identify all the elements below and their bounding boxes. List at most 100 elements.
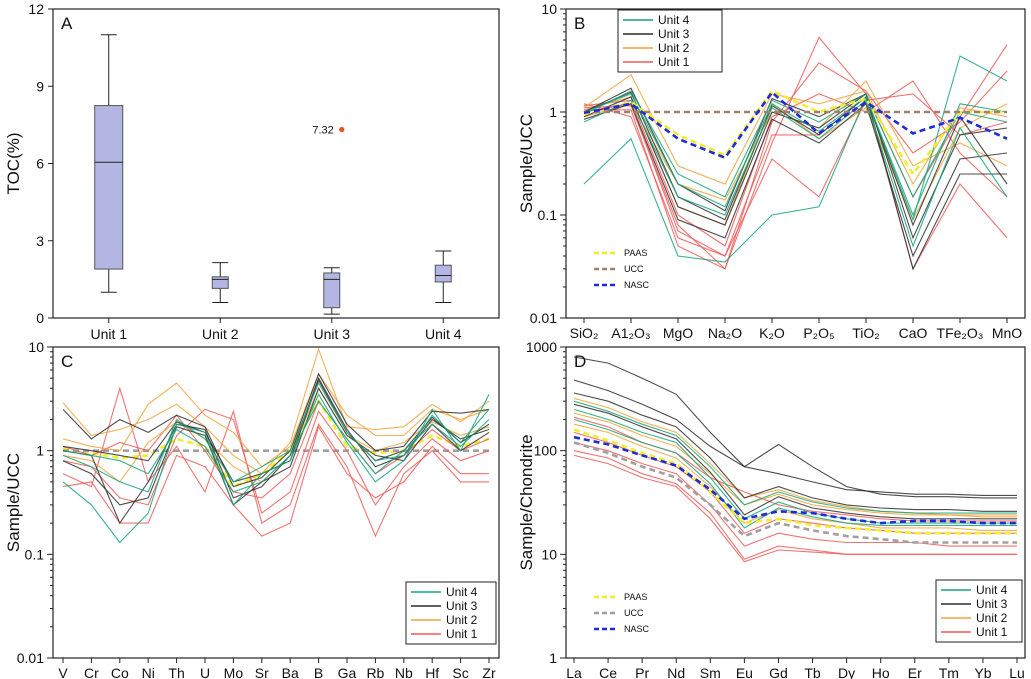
x-tick-label: P₂O₅ xyxy=(803,325,834,341)
x-tick-label: Unit 3 xyxy=(313,326,350,342)
x-tick-label: Lu xyxy=(1009,665,1025,679)
series-line-unit-3 xyxy=(573,356,1017,496)
panel-b-letter: B xyxy=(574,14,585,33)
x-tick-label: MnO xyxy=(992,325,1022,341)
panel-c-ylabel: Sample/UCC xyxy=(4,453,23,552)
legend-label: Unit 3 xyxy=(658,27,690,41)
panel-c-frame xyxy=(52,346,500,659)
legend-label: Unit 2 xyxy=(446,613,478,627)
y-tick-label: 9 xyxy=(36,78,44,94)
x-tick-label: TFe₂O₃ xyxy=(937,325,984,341)
box-iqr xyxy=(434,264,452,283)
series-line-unit-1 xyxy=(573,454,1017,563)
x-tick-label: Unit 2 xyxy=(202,326,239,342)
ref-legend-label: NASC xyxy=(624,624,650,634)
plot-area-b xyxy=(583,36,1008,271)
box-iqr xyxy=(211,276,229,289)
legend-label: Unit 4 xyxy=(976,583,1008,597)
y-tick-label: 3 xyxy=(36,233,44,249)
series-line-unit-2 xyxy=(62,387,490,483)
panel-d-frame xyxy=(565,346,1026,659)
series-line-unit-2 xyxy=(573,397,1017,516)
panel-b-ylabel: Sample/UCC xyxy=(517,114,536,213)
y-tick-label: 1 xyxy=(549,650,557,666)
ref-legend-label: UCC xyxy=(624,608,644,618)
x-tick-label: Ga xyxy=(338,665,357,679)
x-tick-label: Eu xyxy=(736,665,753,679)
x-tick-label: Mo xyxy=(224,665,244,679)
series-line-unit-3 xyxy=(62,372,490,488)
x-tick-label: Co xyxy=(111,665,129,679)
y-tick-label: 0.1 xyxy=(538,207,558,223)
outlier-label: 7.32 xyxy=(312,125,333,137)
reference-line-nasc xyxy=(573,435,1017,525)
y-tick-label: 10 xyxy=(28,339,44,355)
legend-label: Unit 3 xyxy=(976,597,1008,611)
x-tick-label: Na₂O xyxy=(708,325,742,341)
y-tick-label: 0.01 xyxy=(530,310,557,326)
legend-label: Unit 4 xyxy=(446,585,478,599)
series-line-unit-3 xyxy=(573,403,1017,520)
series-line-unit-4 xyxy=(583,93,1008,217)
series-line-unit-1 xyxy=(62,386,489,538)
panel-d-letter: D xyxy=(574,352,586,371)
x-tick-label: CaO xyxy=(899,325,928,341)
legend-label: Unit 1 xyxy=(446,627,478,641)
plot-area-d xyxy=(573,356,1017,563)
series-line-unit-4 xyxy=(573,400,1017,514)
x-tick-label: SiO₂ xyxy=(570,325,599,341)
reference-line-paas xyxy=(573,428,1017,535)
panel-a-ylabel: TOC(%) xyxy=(4,132,23,194)
y-tick-label: 1 xyxy=(36,443,44,459)
x-tick-label: Ho xyxy=(872,665,890,679)
series-line-unit-3 xyxy=(573,392,1017,512)
x-tick-label: Nd xyxy=(667,665,685,679)
y-tick-label: 1 xyxy=(549,104,557,120)
x-tick-label: Nb xyxy=(395,665,413,679)
series-line-unit-2 xyxy=(62,372,490,468)
y-tick-label: 10 xyxy=(541,546,557,562)
x-tick-label: Sc xyxy=(452,665,468,679)
x-tick-label: Tm xyxy=(939,665,959,679)
ref-legend-label: UCC xyxy=(624,264,644,274)
x-tick-label: Er xyxy=(908,665,922,679)
x-tick-label: U xyxy=(200,665,210,679)
series-line-unit-4 xyxy=(583,99,1008,248)
ref-legend-label: PAAS xyxy=(624,248,647,258)
x-tick-label: Zr xyxy=(482,665,496,679)
panel-c-letter: C xyxy=(61,352,73,371)
x-tick-label: B xyxy=(314,665,323,679)
y-tick-label: 10 xyxy=(541,1,557,17)
box-iqr xyxy=(94,105,124,270)
series-line-unit-3 xyxy=(583,102,1008,258)
series-line-unit-4 xyxy=(573,408,1017,524)
reference-line-paas xyxy=(62,398,490,489)
x-tick-label: Unit 4 xyxy=(425,326,462,342)
x-tick-label: MgO xyxy=(663,325,693,341)
series-line-unit-1 xyxy=(584,62,1008,270)
x-tick-label: Yb xyxy=(974,665,991,679)
y-tick-label: 12 xyxy=(28,1,44,17)
x-tick-label: Gd xyxy=(769,665,788,679)
series-line-unit-1 xyxy=(583,95,1008,271)
x-tick-label: Dy xyxy=(838,665,855,679)
x-tick-label: Ni xyxy=(142,665,155,679)
series-line-unit-2 xyxy=(583,96,1008,226)
panel-b-frame xyxy=(565,8,1026,319)
series-line-unit-4 xyxy=(62,381,490,493)
series-line-unit-1 xyxy=(583,93,1008,257)
x-tick-label: La xyxy=(566,665,582,679)
reference-line-paas xyxy=(583,89,1007,177)
x-tick-label: Sm xyxy=(700,665,721,679)
box-iqr xyxy=(323,272,341,309)
x-tick-label: Unit 1 xyxy=(90,326,127,342)
legend-label: Unit 4 xyxy=(658,13,690,27)
x-tick-label: V xyxy=(58,665,68,679)
y-tick-label: 0.1 xyxy=(25,546,45,562)
x-tick-label: Tb xyxy=(804,665,821,679)
plot-area-c xyxy=(62,347,490,544)
series-line-unit-3 xyxy=(573,379,1017,499)
y-tick-label: 100 xyxy=(534,443,558,459)
x-tick-label: TiO₂ xyxy=(852,325,879,341)
